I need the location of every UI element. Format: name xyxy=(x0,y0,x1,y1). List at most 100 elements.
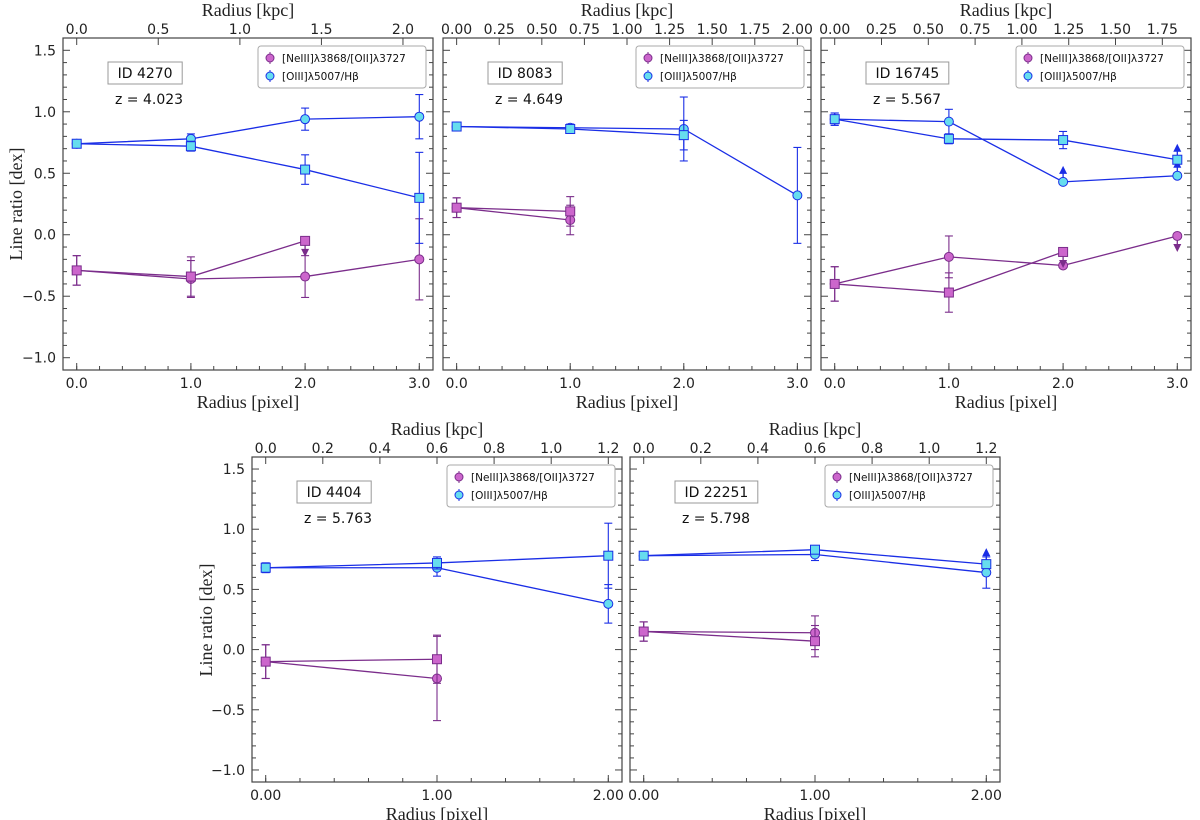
top-x-tick-label: 0.0 xyxy=(633,441,655,457)
legend-label-neiii: [NeIII]λ3868/[OII]λ3727 xyxy=(1040,53,1164,65)
object-id-label: ID 8083 xyxy=(498,66,553,82)
y-tick-label: −0.5 xyxy=(22,289,56,305)
panel-id-22251: 0.00 1.00 2.00 0.0 0.2 0.4 0.6 0.8 1.0 1.2 Radius … xyxy=(628,419,1002,820)
legend-frame xyxy=(446,464,616,508)
redshift-label: z = 5.763 xyxy=(304,511,372,527)
x-tick-label: 2.0 xyxy=(294,376,316,392)
series-line-oiii-square xyxy=(834,118,1178,161)
series-line-oiii-square xyxy=(76,143,420,199)
legend-marker-neiii xyxy=(454,472,464,482)
x-tick-label: 0.00 xyxy=(628,788,659,804)
y-tick-label: 0.5 xyxy=(34,166,56,182)
legend-marker-oiii xyxy=(265,71,275,81)
plot-frame xyxy=(820,37,1192,371)
redshift-label: z = 5.798 xyxy=(682,511,750,527)
data-point-neiii-square xyxy=(71,265,82,276)
top-x-tick-label: 1.0 xyxy=(918,441,940,457)
top-x-tick-label: 0.4 xyxy=(369,441,391,457)
data-point-neiii-circle xyxy=(1172,230,1183,241)
top-x-tick-label: 0.2 xyxy=(690,441,712,457)
data-point-oiii-square xyxy=(829,114,840,125)
top-x-tick-label: 0.75 xyxy=(569,22,600,38)
legend-label-oiii: [OIII]λ5007/Hβ xyxy=(660,71,737,83)
top-x-tick-label: 1.75 xyxy=(739,22,770,38)
data-point-neiii-square xyxy=(432,654,442,665)
data-point-oiii-square xyxy=(943,133,954,144)
y-tick-label: 1.5 xyxy=(223,462,245,478)
top-x-tick-label: 1.50 xyxy=(697,22,728,38)
top-x-tick-label: 1.2 xyxy=(975,441,997,457)
object-id-label: ID 16745 xyxy=(875,66,939,82)
panel-id-16745: 0.0 1.0 2.0 3.0 0.00 0.25 0.50 0.75 1.00 1.25 1.50… xyxy=(819,0,1192,412)
legend-frame xyxy=(1015,45,1185,89)
object-id-frame xyxy=(487,61,563,85)
panel-id-4404: −1.0 −0.5 0.0 0.5 1.0 1.5 0.00 1.00 2.00 0.0 0.2 0.… xyxy=(196,419,624,820)
x-axis-title: Radius [pixel] xyxy=(764,804,866,820)
top-x-tick-label: 0.0 xyxy=(66,22,88,38)
legend-marker-neiii xyxy=(265,53,275,63)
data-point-oiii-square xyxy=(71,138,82,149)
object-id-box: ID 4270 xyxy=(107,61,183,85)
data-point-neiii-square xyxy=(810,636,820,647)
top-x-tick-label: 0.25 xyxy=(866,22,897,38)
lower-limit-arrow-head xyxy=(982,548,991,557)
top-x-tick-label: 1.0 xyxy=(540,441,562,457)
object-id-frame xyxy=(296,480,372,504)
data-point-oiii-square xyxy=(185,141,196,152)
legend-label-neiii: [NeIII]λ3868/[OII]λ3727 xyxy=(471,472,595,484)
data-point-oiii-circle xyxy=(414,111,425,122)
legend-marker-oiii xyxy=(1023,71,1033,81)
data-point-neiii-square xyxy=(185,271,196,282)
top-x-tick-label: 0.25 xyxy=(484,22,515,38)
data-point-neiii-square xyxy=(451,202,462,213)
legend-label-oiii: [OIII]λ5007/Hβ xyxy=(282,71,359,83)
top-x-tick-label: 1.75 xyxy=(1147,22,1178,38)
top-x-tick-label: 0.6 xyxy=(804,441,826,457)
data-point-oiii-square xyxy=(300,164,311,175)
series-line-oiii-circle xyxy=(456,125,798,196)
top-x-tick-label: 0.8 xyxy=(483,441,505,457)
y-tick-label: 1.0 xyxy=(223,522,245,538)
object-id-frame xyxy=(865,61,950,85)
x-axis-title: Radius [pixel] xyxy=(576,392,678,412)
object-id-box: ID 4404 xyxy=(296,480,372,504)
object-id-label: ID 4404 xyxy=(307,485,362,501)
top-x-tick-label: 1.25 xyxy=(1053,22,1084,38)
x-tick-label: 2.00 xyxy=(971,788,1002,804)
top-x-tick-label: 0.50 xyxy=(526,22,557,38)
data-point-neiii-square xyxy=(943,287,954,298)
redshift-label: z = 4.649 xyxy=(495,92,563,108)
legend-label-oiii: [OIII]λ5007/Hβ xyxy=(471,490,548,502)
data-point-oiii-circle xyxy=(1058,176,1069,187)
data-point-oiii-square xyxy=(678,130,689,141)
panel-id-8083: 0.0 1.0 2.0 3.0 0.00 0.25 0.50 0.75 1.00 1.25 1.50… xyxy=(441,0,813,412)
y-tick-label: −1.0 xyxy=(22,351,56,367)
data-point-oiii-square xyxy=(1058,135,1069,146)
x-tick-label: 1.00 xyxy=(421,788,452,804)
data-point-oiii-square xyxy=(432,557,442,568)
x-tick-label: 3.0 xyxy=(1166,376,1188,392)
legend-label-neiii: [NeIII]λ3868/[OII]λ3727 xyxy=(849,472,973,484)
x-tick-label: 3.0 xyxy=(786,376,808,392)
x-tick-label: 2.0 xyxy=(673,376,695,392)
y-tick-label: −1.0 xyxy=(211,763,245,779)
redshift-label: z = 4.023 xyxy=(115,92,183,108)
x-axis-title: Radius [pixel] xyxy=(386,804,488,820)
top-x-axis-title: Radius [kpc] xyxy=(769,419,861,439)
data-point-oiii-square xyxy=(565,123,576,134)
x-tick-label: 0.00 xyxy=(250,788,281,804)
data-point-neiii-square xyxy=(565,206,576,217)
data-point-neiii-circle xyxy=(943,251,954,262)
x-tick-label: 2.0 xyxy=(1052,376,1074,392)
panel-id-4270: −1.0 −0.5 0.0 0.5 1.0 1.5 0.0 1.0 2.0 3.0 0.0 0.5 1.… xyxy=(6,0,434,412)
legend-label-neiii: [NeIII]λ3868/[OII]λ3727 xyxy=(660,53,784,65)
data-point-oiii-square xyxy=(414,192,425,203)
lower-limit-arrow-head xyxy=(1059,165,1068,174)
legend-frame xyxy=(635,45,805,89)
top-x-tick-label: 2.00 xyxy=(782,22,813,38)
top-x-tick-label: 1.5 xyxy=(310,22,332,38)
object-id-box: ID 16745 xyxy=(865,61,950,85)
legend: [NeIII]λ3868/[OII]λ3727 [OIII]λ5007/Hβ xyxy=(257,45,427,89)
top-x-tick-label: 2.0 xyxy=(392,22,414,38)
y-tick-label: 0.0 xyxy=(223,643,245,659)
